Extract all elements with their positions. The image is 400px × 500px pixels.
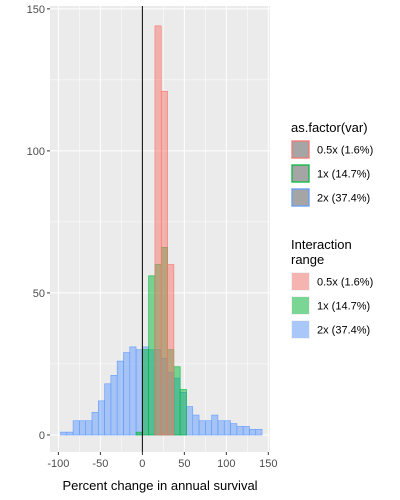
histogram-bar <box>135 431 143 436</box>
histogram-bar <box>135 349 143 436</box>
legend-key <box>291 272 310 291</box>
legend-title: range <box>291 252 324 267</box>
histogram-bar <box>173 366 181 436</box>
legend-label: 2x (37.4%) <box>317 325 370 337</box>
x-tick-label: 50 <box>178 458 190 470</box>
legend-title: Interaction <box>291 237 352 252</box>
legends: as.factor(var) 0.5x (1.6%) 1x (14.7%) 2x (3… <box>291 120 373 339</box>
y-tick-label: 150 <box>27 4 45 16</box>
histogram-bar <box>230 423 238 436</box>
histogram-bar <box>186 406 194 436</box>
legend-label: 1x (14.7%) <box>317 301 370 313</box>
histogram-bar <box>179 389 187 436</box>
histogram-bar <box>249 428 257 436</box>
legend-key-swatch <box>292 321 309 338</box>
histogram-bar <box>142 349 149 436</box>
x-axis-title: Percent change in annual survival <box>62 478 257 493</box>
y-tick-label: 50 <box>33 288 45 300</box>
histogram-bars <box>60 25 263 436</box>
legend-key <box>291 320 310 339</box>
legend-key <box>291 296 310 315</box>
histogram-bar <box>236 426 244 436</box>
legend-key-swatch <box>292 273 309 290</box>
legend-key <box>291 140 310 159</box>
histogram-bar <box>97 400 105 436</box>
legend-label: 2x (37.4%) <box>317 193 370 205</box>
legend-title: as.factor(var) <box>291 120 368 135</box>
x-tick-label: -50 <box>92 458 108 470</box>
legend-key-swatch <box>291 140 310 159</box>
histogram-bar <box>129 346 137 436</box>
y-tick-label: 100 <box>27 146 45 158</box>
histogram-bar <box>198 420 206 436</box>
histogram-bar <box>60 431 68 436</box>
x-tick-label: -100 <box>47 458 69 470</box>
histogram-bar <box>85 420 93 436</box>
legend-label: 0.5x (1.6%) <box>317 277 373 289</box>
histogram-bar <box>223 420 231 436</box>
y-tick-label: 0 <box>39 430 45 442</box>
axis-ticks: -100 -50 0 50 100 150 0 50 100 150 <box>27 4 278 470</box>
histogram-bar <box>79 420 86 436</box>
histogram-bar <box>148 275 156 436</box>
x-tick-label: 0 <box>139 458 145 470</box>
histogram-bar <box>110 374 118 436</box>
histogram-bar <box>211 414 219 436</box>
legend-label: 0.5x (1.6%) <box>317 145 373 157</box>
legend-key-swatch <box>291 164 310 183</box>
histogram-bar <box>255 428 263 436</box>
legend-key <box>291 188 310 207</box>
histogram-bar <box>66 431 74 436</box>
legend-label: 1x (14.7%) <box>317 169 370 181</box>
histogram-bar <box>104 383 112 436</box>
x-tick-label: 150 <box>259 458 277 470</box>
histogram-bar <box>205 420 212 436</box>
legend: as.factor(var) 0.5x (1.6%) 1x (14.7%) 2x (3… <box>291 120 373 207</box>
histogram-bar <box>154 25 162 436</box>
histogram-bar <box>72 420 80 436</box>
histogram-bar <box>167 264 175 436</box>
histogram-bar <box>160 90 168 436</box>
histogram-bar <box>242 426 250 436</box>
x-tick-label: 100 <box>217 458 235 470</box>
legend-key <box>291 164 310 183</box>
histogram-bar <box>217 420 225 436</box>
histogram-bar <box>192 414 200 436</box>
legend-key-swatch <box>292 297 309 314</box>
legend-key-swatch <box>291 188 310 207</box>
histogram-bar <box>123 352 131 436</box>
histogram-bar <box>91 411 99 436</box>
histogram-bar <box>116 360 124 436</box>
